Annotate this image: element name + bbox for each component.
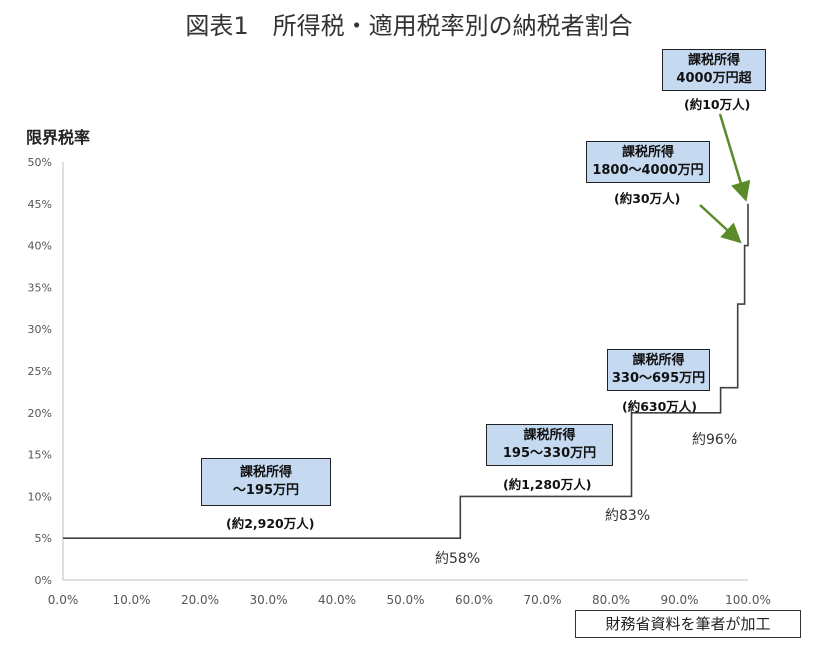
annotation-range: 195～330万円: [502, 446, 597, 461]
y-tick-label: 10%: [28, 490, 52, 503]
x-tick-label: 70.0%: [523, 593, 561, 607]
annotation-box-1800-4000: 課税所得 1800～4000万円: [586, 141, 710, 183]
arrow-4000-plus: [718, 113, 751, 202]
annotation-count-330-695: (約630万人): [622, 399, 698, 414]
annotation-count-under-195: (約2,920万人): [226, 516, 315, 531]
annotation-count-4000-plus: (約10万人): [684, 97, 751, 112]
annotation-range: 330～695万円: [611, 371, 706, 386]
series-step-line: [63, 203, 749, 540]
annotation-label: 課税所得: [632, 353, 685, 368]
x-tick-label: 10.0%: [112, 593, 150, 607]
annotation-count-1800-4000: (約30万人): [614, 191, 681, 206]
y-tick-label: 45%: [28, 198, 52, 211]
y-tick-label: 35%: [28, 281, 52, 294]
arrow-1800-4000: [699, 204, 742, 244]
x-tick-label: 30.0%: [249, 593, 287, 607]
percentile-label-58: 約58%: [435, 551, 481, 567]
chart-title: 図表1 所得税・適用税率別の納税者割合: [185, 12, 633, 40]
y-tick-label: 5%: [35, 532, 52, 545]
source-note: 財務省資料を筆者が加工: [575, 610, 801, 638]
annotation-box-195-330: 課税所得 195～330万円: [486, 424, 613, 466]
annotation-box-4000-plus: 課税所得 4000万円超: [662, 49, 766, 91]
annotation-label: 課税所得: [621, 145, 674, 160]
y-tick-label: 30%: [28, 323, 52, 336]
y-tick-label: 0%: [35, 574, 52, 587]
percentile-label-96: 約96%: [692, 432, 738, 448]
annotation-box-330-695: 課税所得 330～695万円: [607, 349, 710, 391]
percentile-label-83: 約83%: [605, 508, 651, 524]
y-tick-label: 25%: [28, 365, 52, 378]
annotation-label: 課税所得: [239, 465, 292, 480]
annotation-label: 課税所得: [523, 428, 576, 443]
x-tick-label: 60.0%: [455, 593, 493, 607]
y-tick-label: 50%: [28, 156, 52, 169]
x-tick-label: 100.0%: [725, 593, 771, 607]
annotation-range: 1800～4000万円: [592, 163, 704, 178]
y-tick-label: 40%: [28, 240, 52, 253]
annotation-count-195-330: (約1,280万人): [503, 477, 592, 492]
x-tick-label: 90.0%: [660, 593, 698, 607]
y-tick-label: 20%: [28, 407, 52, 420]
annotation-range: ～195万円: [232, 483, 300, 498]
annotation-box-under-195: 課税所得 ～195万円: [201, 458, 331, 506]
x-tick-label: 80.0%: [592, 593, 630, 607]
x-tick-label: 20.0%: [181, 593, 219, 607]
x-tick-label: 50.0%: [386, 593, 424, 607]
x-tick-label: 0.0%: [48, 593, 79, 607]
y-tick-label: 15%: [28, 449, 52, 462]
x-tick-label: 40.0%: [318, 593, 356, 607]
y-axis-label: 限界税率: [26, 128, 91, 147]
annotation-range: 4000万円超: [676, 71, 752, 86]
annotation-label: 課税所得: [687, 53, 740, 68]
